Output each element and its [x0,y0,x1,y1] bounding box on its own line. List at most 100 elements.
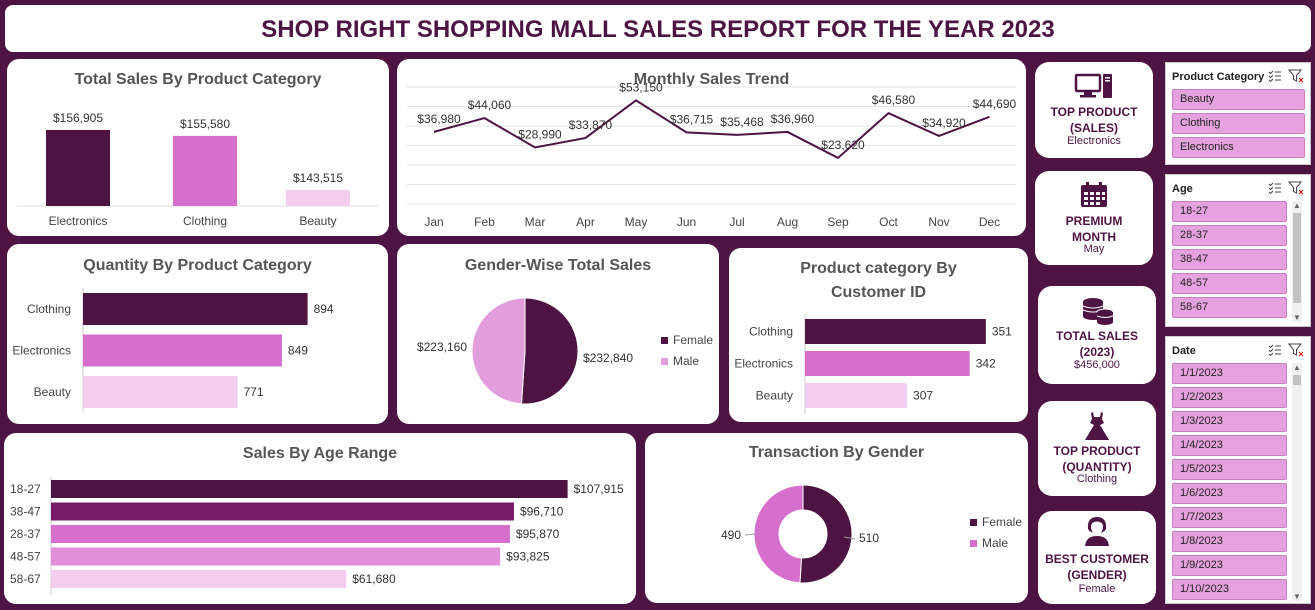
data-label: $143,515 [293,171,343,185]
kpi-premium-month: PREMIUM MONTH May [1035,171,1153,265]
chart-title-line1: Product category By [800,260,957,277]
slicer-item-date[interactable]: 1/1/2023 [1172,363,1287,384]
data-label: $33,870 [569,118,613,132]
bar [83,293,308,325]
slicer-item-date[interactable]: 1/9/2023 [1172,555,1287,576]
chart-title: Monthly Sales Trend [633,71,790,88]
page-title: SHOP RIGHT SHOPPING MALL SALES REPORT FO… [261,16,1055,43]
bar [51,570,347,588]
data-label: $156,905 [53,111,103,125]
data-label: $36,980 [417,112,461,126]
tick-label: Beauty [34,385,71,399]
scroll-thumb[interactable] [1293,375,1301,385]
data-label: $36,960 [771,112,815,126]
data-label: $44,690 [973,97,1017,111]
tick-label: 58-67 [10,572,41,586]
data-label: $53,150 [619,80,663,94]
kpi-value: Electronics [1067,135,1121,147]
data-label: 510 [859,531,879,545]
clear-filter-icon[interactable] [1287,69,1304,88]
data-label: $36,715 [670,112,714,126]
tick-label: 18-27 [10,482,41,496]
slicer-item-age[interactable]: 38-47 [1172,249,1287,270]
slicer-title: Age [1172,183,1193,195]
scroll-up-icon[interactable]: ▲ [1293,363,1301,372]
scroll-down-icon[interactable]: ▼ [1293,592,1301,601]
tick-label: Nov [928,215,949,229]
slicer-item-date[interactable]: 1/3/2023 [1172,411,1287,432]
multi-select-icon[interactable] [1268,343,1282,362]
slicer-scrollbar[interactable]: ▲ ▼ [1292,363,1302,601]
kpi-value: $456,000 [1074,359,1120,371]
kpi-title-line2: MONTH [1072,230,1116,244]
tick-label: Clothing [749,325,793,339]
slicer-item-date[interactable]: 1/5/2023 [1172,459,1287,480]
data-label: $96,710 [520,505,564,519]
slicer-item-beauty[interactable]: Beauty [1172,89,1305,110]
tick-label: Electronics [49,214,108,228]
slicer-product-category: Product Category Beauty Clothing Electro… [1165,62,1311,165]
computer-icon [1035,72,1153,100]
tick-label: Clothing [27,302,71,316]
pie-slice [520,297,579,405]
legend-swatch [970,540,977,547]
bar [83,334,282,367]
slicer-item-age[interactable]: 18-27 [1172,201,1287,222]
data-label: 771 [243,385,263,399]
tick-label: Clothing [183,214,227,228]
multi-select-icon[interactable] [1268,181,1282,200]
quantity-by-category-chart: 894 Clothing 849 Electronics 771 Beauty [12,288,334,412]
tick-label: Beauty [299,214,336,228]
data-label: $28,990 [518,127,562,141]
slicer-item-clothing[interactable]: Clothing [1172,113,1305,134]
tick-label: Jun [677,215,696,229]
data-label: $46,580 [872,93,916,107]
data-label: $44,060 [468,98,512,112]
bar [51,525,510,543]
gender-sales-chart: $232,840 Female $223,160 Male [417,297,713,405]
scroll-down-icon[interactable]: ▼ [1293,313,1301,322]
sales-by-category-chart: $156,905 Electronics $155,580 Clothing $143,… [17,111,379,228]
kpi-title-line1: BEST CUSTOMER [1045,552,1149,566]
bar [51,502,514,521]
bar [46,129,110,206]
slicer-item-electronics[interactable]: Electronics [1172,137,1305,158]
kpi-title-line1: TOP PRODUCT [1053,444,1141,458]
tick-label: Jan [424,215,443,229]
tick-label: 38-47 [10,505,41,519]
data-label: $34,920 [922,116,966,130]
chart-title: Total Sales By Product Category [74,71,322,88]
slicer-item-date[interactable]: 1/2/2023 [1172,387,1287,408]
legend-label: Female [673,333,713,347]
slicer-item-date[interactable]: 1/10/2023 [1172,579,1287,600]
slicer-item-date[interactable]: 1/4/2023 [1172,435,1287,456]
slicer-title: Product Category [1172,71,1265,83]
transaction-gender-panel: Transaction By Gender 510 Female 490 Male [645,433,1028,603]
header-banner: SHOP RIGHT SHOPPING MALL SALES REPORT FO… [5,5,1311,52]
data-label: $35,468 [720,115,764,129]
chart-title: Sales By Age Range [242,445,398,462]
gender-sales-panel: Gender-Wise Total Sales $232,840 Female $2… [397,244,719,424]
scroll-thumb[interactable] [1293,213,1301,303]
tick-label: Apr [576,215,595,229]
clear-filter-icon[interactable] [1287,181,1304,200]
slicer-item-age[interactable]: 48-57 [1172,273,1287,294]
kpi-value: May [1083,243,1105,255]
slicer-item-age[interactable]: 58-67 [1172,297,1287,318]
bar [805,351,970,376]
slicer-item-age[interactable]: 28-37 [1172,225,1287,246]
kpi-value: Female [1078,583,1116,595]
scroll-up-icon[interactable]: ▲ [1293,201,1301,210]
clear-filter-icon[interactable] [1287,343,1304,362]
transaction-gender-chart: 510 Female 490 Male [721,484,1022,584]
sales-by-age-chart: $107,915 18-27 $96,710 38-47 $95,870 28-37 $93… [10,477,624,595]
slicer-item-date[interactable]: 1/7/2023 [1172,507,1287,528]
pie-slice [471,297,526,405]
slicer-item-date[interactable]: 1/8/2023 [1172,531,1287,552]
multi-select-icon[interactable] [1268,69,1282,88]
tick-label: Beauty [756,389,793,403]
kpi-title-line2: (GENDER) [1067,568,1127,582]
kpi-title-line2: (2023) [1079,345,1115,359]
slicer-scrollbar[interactable]: ▲ ▼ [1292,201,1302,322]
slicer-item-date[interactable]: 1/6/2023 [1172,483,1287,504]
